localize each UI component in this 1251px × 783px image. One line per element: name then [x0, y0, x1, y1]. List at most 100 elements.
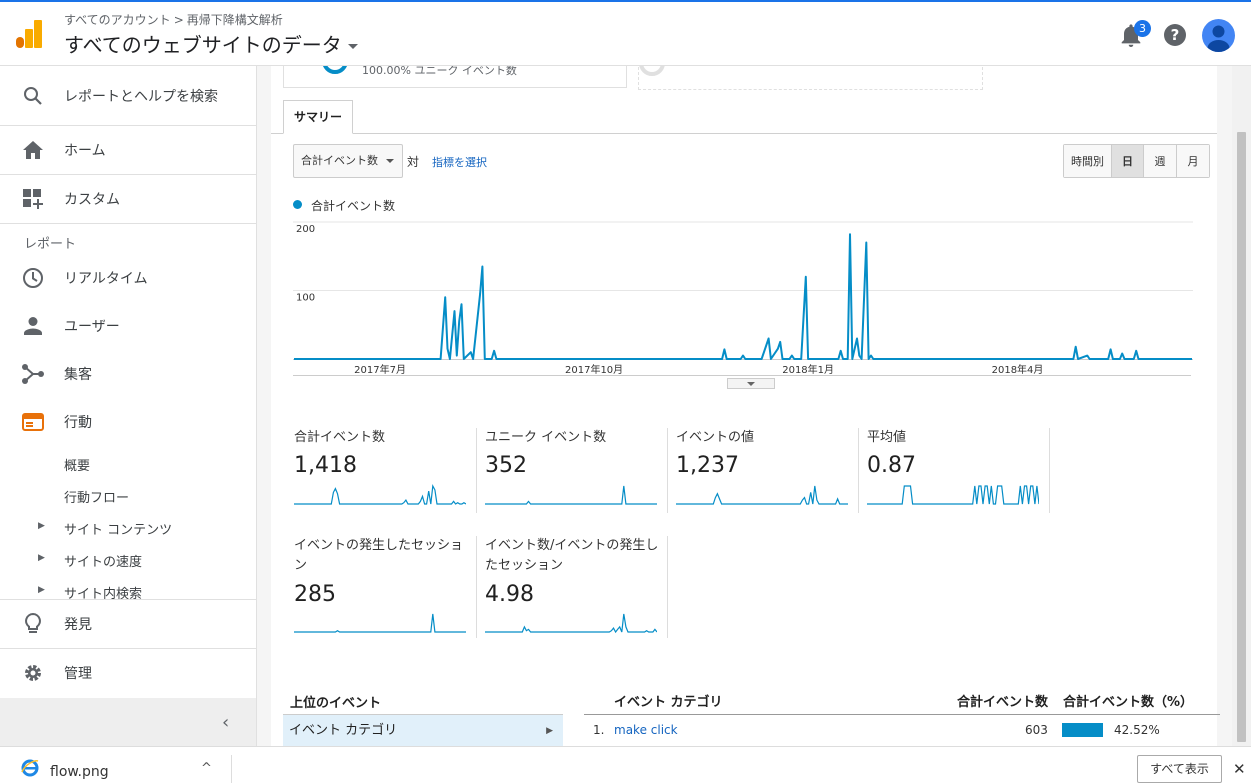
scorecard-label: 平均値: [867, 430, 907, 445]
legend-dot: [293, 200, 302, 209]
breadcrumb-account[interactable]: すべてのアカウント: [64, 13, 171, 27]
sidebar: レポートとヘルプを検索 ホーム カスタム レポート リアルタイム ユーザー 集客: [0, 66, 257, 746]
scrollbar[interactable]: [1232, 66, 1251, 746]
gear-icon: [22, 662, 44, 684]
column-header-total-events[interactable]: 合計イベント数: [957, 695, 1049, 710]
caret-right-icon: ▶: [38, 553, 45, 563]
acquisition-icon: [22, 363, 44, 385]
caret-down-icon: [747, 382, 755, 386]
sidebar-subitem-site-search[interactable]: サイト内検索: [64, 587, 143, 602]
select-metric-link[interactable]: 指標を選択: [432, 156, 487, 169]
sidebar-item-home[interactable]: ホーム: [0, 126, 256, 174]
sidebar-item-behavior[interactable]: 行動: [0, 398, 256, 446]
row-number: 1.: [593, 723, 605, 737]
period-hourly-button[interactable]: 時間別: [1064, 145, 1112, 177]
sidebar-search[interactable]: レポートとヘルプを検索: [0, 66, 256, 125]
top-events-item-event-category[interactable]: イベント カテゴリ ▶: [283, 714, 563, 746]
sidebar-subitem-site-content[interactable]: サイト コンテンツ: [64, 523, 173, 538]
tab-summary[interactable]: サマリー: [283, 100, 353, 134]
dashboard-icon: [22, 188, 44, 210]
sidebar-item-acquisition[interactable]: 集客: [0, 350, 256, 398]
scorecard-event-value[interactable]: イベントの値 1,237: [668, 428, 859, 513]
behavior-icon: [22, 411, 44, 433]
scorecard-value: 4.98: [485, 582, 534, 607]
sparkline-series: [294, 613, 466, 633]
sidebar-item-discover[interactable]: 発見: [0, 600, 256, 648]
scorecard-value: 1,418: [294, 453, 357, 478]
vs-label: 対: [407, 155, 420, 169]
percentage-bar: [1062, 723, 1104, 737]
percentage-cell: 42.52%: [1114, 723, 1160, 737]
sidebar-item-realtime[interactable]: リアルタイム: [0, 254, 256, 302]
user-silhouette-icon: [1207, 25, 1230, 52]
chevron-left-icon[interactable]: ‹: [222, 712, 230, 733]
sparkline-series: [867, 485, 1039, 505]
scorecard-unique-events[interactable]: ユニーク イベント数 352: [477, 428, 668, 513]
period-month-button[interactable]: 月: [1177, 145, 1209, 177]
x-tick-label: 2017年7月: [354, 363, 406, 376]
x-tick-label: 2017年10月: [565, 363, 623, 376]
column-header-event-category[interactable]: イベント カテゴリ: [614, 695, 723, 710]
period-week-button[interactable]: 週: [1144, 145, 1177, 177]
divider: [0, 223, 256, 224]
divider: [0, 648, 256, 649]
sidebar-item-custom[interactable]: カスタム: [0, 175, 256, 223]
scorecard-sessions-with-event[interactable]: イベントの発生したセッション 285: [286, 536, 477, 638]
scorecard-label: イベント数/イベントの発生したセッション: [485, 538, 659, 573]
metric-dropdown[interactable]: 合計イベント数: [293, 144, 403, 178]
sidebar-subitem-site-speed[interactable]: サイトの速度: [64, 555, 143, 570]
property-title: すべてのウェブサイトのデータ: [64, 33, 342, 57]
event-category-link[interactable]: make click: [614, 723, 678, 737]
x-tick-label: 2018年4月: [992, 363, 1044, 376]
scorecard-events-per-session[interactable]: イベント数/イベントの発生したセッション 4.98: [477, 536, 668, 638]
caret-right-icon: ▶: [38, 585, 45, 595]
analytics-logo-icon[interactable]: [16, 20, 42, 48]
tab-divider: [271, 133, 1217, 134]
scorecard-label: イベントの発生したセッション: [294, 538, 464, 573]
scorecard-value: 285: [294, 582, 336, 607]
column-header-total-events-pct[interactable]: 合計イベント数（%）: [1063, 695, 1194, 710]
sidebar-item-label: 管理: [64, 666, 92, 682]
sparkline: [294, 613, 466, 633]
breadcrumb-separator: >: [173, 13, 184, 27]
show-all-button[interactable]: すべて表示: [1137, 755, 1222, 783]
sidebar-item-admin[interactable]: 管理: [0, 649, 256, 697]
avatar[interactable]: [1202, 19, 1235, 52]
divider: [0, 125, 256, 126]
sparkline: [294, 484, 466, 505]
scorecard-avg-value[interactable]: 平均値 0.87: [859, 428, 1050, 513]
empty-ratio-card: [638, 66, 983, 90]
sidebar-subitem-overview[interactable]: 概要: [64, 459, 91, 474]
period-toggle: 時間別 日 週 月: [1063, 144, 1210, 178]
top-header: すべてのアカウント > 再帰下降構文解析 すべてのウェブサイトのデータ 3 ?: [0, 0, 1251, 66]
sidebar-subitem-behavior-flow[interactable]: 行動フロー: [64, 491, 130, 506]
breadcrumb-property[interactable]: 再帰下降構文解析: [186, 13, 283, 27]
main-content: 100.00% ユニーク イベント数 サマリー 合計イベント数 対 指標を選択 …: [257, 66, 1232, 746]
home-icon: [22, 139, 44, 161]
reports-header: レポート: [24, 237, 77, 252]
download-filename[interactable]: flow.png: [50, 764, 109, 780]
line-chart[interactable]: 200 100 2017年7月 2017年10月 2018年1月 2018年4月: [293, 216, 1193, 391]
scorecard-total-events[interactable]: 合計イベント数 1,418: [286, 428, 477, 513]
caret-right-icon: ▶: [38, 521, 45, 531]
report-card: 100.00% ユニーク イベント数 サマリー 合計イベント数 対 指標を選択 …: [271, 66, 1220, 746]
help-icon[interactable]: ?: [1164, 24, 1186, 46]
chevron-up-icon[interactable]: ^: [201, 761, 212, 776]
view-selector[interactable]: すべてのウェブサイトのデータ: [64, 29, 358, 58]
scorecard-label: 合計イベント数: [294, 430, 386, 445]
y-tick-label: 200: [296, 224, 315, 235]
scorecard-label: ユニーク イベント数: [485, 430, 607, 445]
period-day-button[interactable]: 日: [1112, 145, 1144, 177]
close-icon[interactable]: ✕: [1233, 760, 1246, 778]
scrollbar-thumb[interactable]: [1237, 132, 1246, 742]
sidebar-search-label: レポートとヘルプを検索: [64, 88, 218, 105]
breadcrumb[interactable]: すべてのアカウント > 再帰下降構文解析: [64, 11, 283, 28]
notification-badge: 3: [1134, 20, 1151, 37]
chart-expand-toggle[interactable]: [727, 378, 775, 389]
sidebar-item-audience[interactable]: ユーザー: [0, 302, 256, 350]
chevron-down-icon: [347, 44, 358, 49]
metric-dropdown-value: 合計イベント数: [301, 154, 378, 167]
divider: [231, 755, 232, 783]
legend-label: 合計イベント数: [311, 199, 396, 213]
sidebar-item-label: カスタム: [64, 192, 120, 208]
